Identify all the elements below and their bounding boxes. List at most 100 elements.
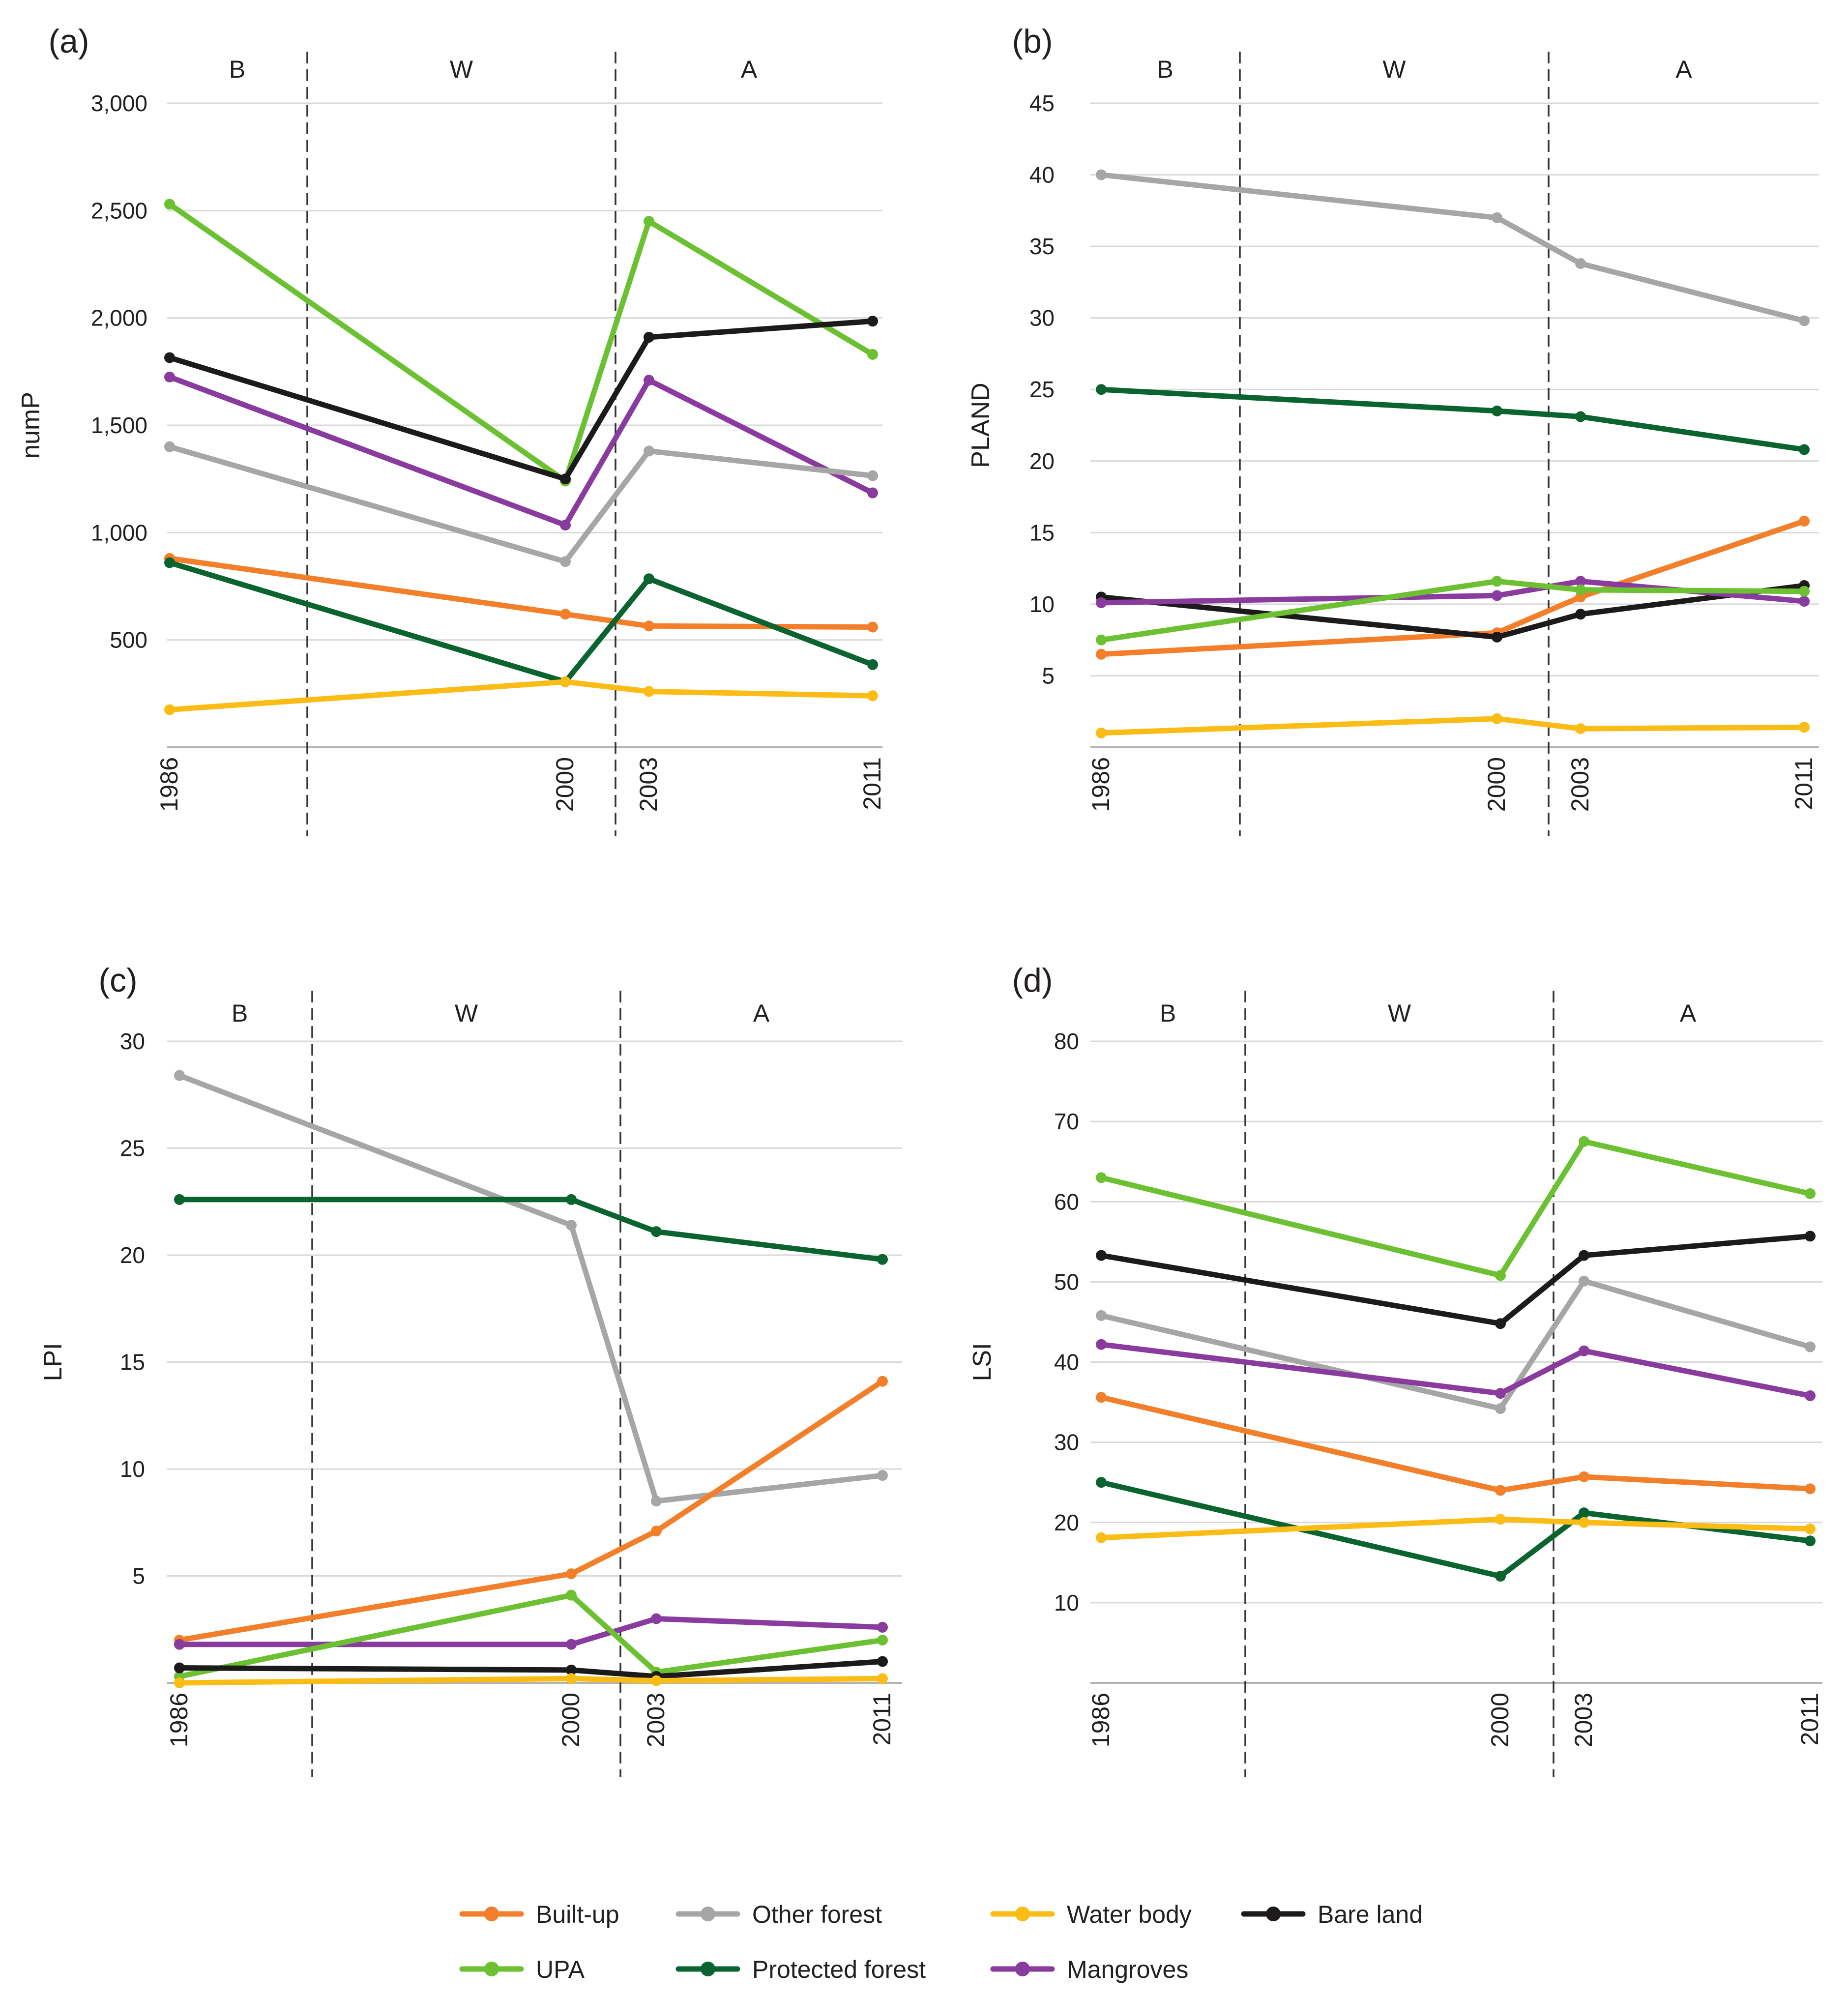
data-point-built-up: [1579, 1471, 1589, 1482]
data-point-mangroves: [1575, 576, 1586, 587]
data-point-mangroves: [560, 520, 571, 531]
data-point-mangroves: [1805, 1390, 1816, 1402]
series-line-upa: [1098, 1139, 1813, 1278]
period-label-w: W: [450, 56, 473, 83]
data-point-built-up: [877, 1376, 888, 1387]
legend-swatch-marker: [484, 1907, 499, 1921]
chart-panel-3: 5 10 15 20 25 30 B W A (c) LPI 1986 2000 2003 2011: [39, 962, 902, 1777]
data-point-built-up: [1096, 648, 1107, 660]
y-tick-label: 10: [1029, 591, 1055, 617]
legend-label: Bare land: [1318, 1901, 1423, 1928]
series-line-other-forest: [167, 444, 876, 564]
series-protected-forest: [174, 1194, 888, 1265]
data-point-built-up: [644, 620, 654, 632]
y-axis-label: PLAND: [967, 382, 995, 468]
series-line-water-body: [1098, 1516, 1813, 1541]
data-point-bare-land: [560, 473, 571, 485]
period-label-b: B: [1160, 999, 1176, 1027]
legend-swatch-marker: [484, 1962, 499, 1976]
x-tick-label: 2003: [635, 757, 662, 812]
legend-swatch-marker: [1266, 1907, 1281, 1921]
data-point-water-body: [1579, 1517, 1589, 1528]
y-tick-label: 20: [1029, 448, 1055, 474]
data-point-upa: [644, 216, 654, 227]
data-point-upa: [164, 199, 175, 210]
period-label-a: A: [753, 999, 770, 1027]
data-point-water-body: [174, 1677, 185, 1688]
y-tick-label: 5: [132, 1563, 145, 1589]
data-point-upa: [1575, 584, 1586, 595]
series-line-water-body: [167, 679, 876, 713]
legend: Built-up Other forest Water body Bare land U…: [459, 1901, 1423, 1983]
x-tick-label: 2000: [1483, 757, 1510, 812]
data-point-protected-forest: [164, 557, 175, 568]
data-point-protected-forest: [867, 659, 878, 670]
data-point-upa: [1492, 576, 1502, 587]
data-point-built-up: [1805, 1483, 1816, 1495]
series-bare-land: [1096, 1231, 1816, 1329]
data-point-bare-land: [877, 1656, 888, 1667]
series-line-upa: [167, 201, 876, 484]
data-point-built-up: [651, 1526, 662, 1537]
data-point-other-forest: [1495, 1403, 1506, 1414]
data-point-built-up: [566, 1568, 577, 1580]
y-tick-label: 45: [1029, 90, 1055, 116]
data-point-bare-land: [1096, 1250, 1107, 1261]
series-line-built-up: [167, 556, 876, 630]
series-line-upa: [1098, 578, 1807, 643]
period-label-a: A: [1680, 999, 1697, 1027]
legend-item-other-forest: Other forest: [675, 1901, 882, 1928]
data-point-water-body: [1805, 1523, 1816, 1534]
legend-label: Other forest: [752, 1901, 882, 1928]
data-point-mangroves: [566, 1639, 577, 1650]
data-point-mangroves: [1492, 590, 1502, 601]
data-point-protected-forest: [1096, 384, 1107, 395]
series-water-body: [174, 1673, 888, 1688]
series-line-bare-land: [176, 1659, 885, 1679]
data-point-mangroves: [174, 1639, 185, 1650]
data-point-upa: [1799, 586, 1810, 597]
data-point-upa: [1495, 1270, 1506, 1281]
y-tick-label: 3,000: [91, 90, 147, 116]
data-point-upa: [1096, 634, 1107, 646]
data-point-other-forest: [1579, 1275, 1589, 1287]
data-point-other-forest: [877, 1470, 888, 1481]
legend-label: UPA: [536, 1956, 585, 1983]
x-tick-label: 2003: [1566, 757, 1594, 812]
y-tick-label: 1,000: [91, 520, 147, 545]
data-point-upa: [566, 1589, 577, 1601]
data-point-water-body: [1495, 1514, 1506, 1525]
data-point-protected-forest: [1492, 405, 1502, 416]
data-point-mangroves: [1096, 597, 1107, 608]
data-point-water-body: [1492, 713, 1502, 724]
data-point-protected-forest: [877, 1254, 888, 1265]
series-water-body: [164, 676, 878, 715]
data-point-water-body: [1799, 722, 1810, 733]
data-point-protected-forest: [1575, 411, 1586, 422]
data-point-other-forest: [164, 441, 175, 452]
series-built-up: [1096, 1392, 1816, 1496]
y-tick-label: 30: [120, 1028, 145, 1054]
data-point-bare-land: [174, 1662, 185, 1674]
data-point-mangroves: [867, 487, 878, 499]
legend-label: Protected forest: [752, 1956, 926, 1983]
data-point-protected-forest: [644, 573, 654, 585]
series-line-protected-forest: [167, 559, 876, 685]
y-tick-label: 70: [1054, 1109, 1079, 1134]
legend-swatch-marker: [1015, 1907, 1030, 1921]
data-point-water-body: [867, 690, 878, 702]
data-point-other-forest: [560, 556, 571, 567]
data-point-other-forest: [1805, 1341, 1816, 1352]
period-label-a: A: [741, 56, 758, 83]
data-point-water-body: [877, 1673, 888, 1684]
x-tick-label: 2000: [551, 757, 579, 812]
series-line-other-forest: [1098, 1278, 1813, 1411]
series-mangroves: [164, 371, 878, 531]
x-tick-label: 2003: [642, 1693, 670, 1747]
series-bare-land: [164, 316, 878, 485]
chart-panel-4: 10 20 30 40 50 60 70 80 B W A (d) LSI 1986 2000 2003 201…: [968, 962, 1823, 1777]
data-point-mangroves: [1579, 1345, 1589, 1356]
x-tick-label: 2011: [1796, 1693, 1823, 1746]
y-tick-label: 10: [1054, 1590, 1079, 1616]
